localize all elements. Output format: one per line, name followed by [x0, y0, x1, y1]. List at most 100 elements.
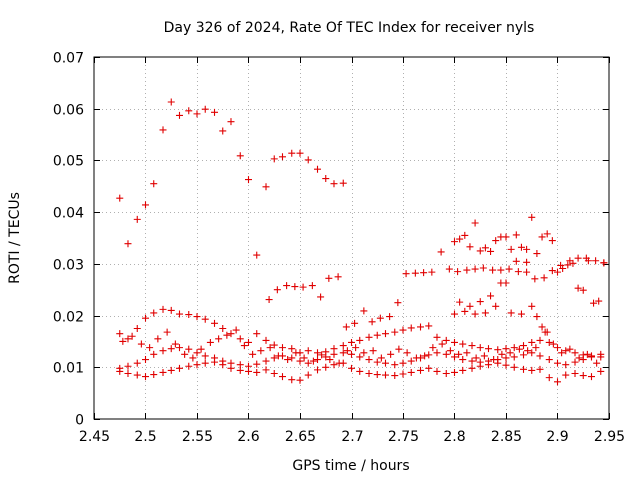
x-tick-label: 2.65: [285, 429, 316, 445]
data-point-marker: [339, 342, 347, 350]
data-point-marker: [554, 268, 561, 276]
data-point-marker: [304, 347, 312, 355]
data-point-marker: [262, 183, 270, 191]
data-point-marker: [538, 233, 546, 241]
data-point-marker: [515, 345, 523, 353]
data-point-marker: [322, 175, 330, 183]
data-point-marker: [142, 356, 149, 364]
data-point-marker: [566, 345, 574, 353]
data-point-marker: [468, 364, 476, 372]
data-point-marker: [479, 264, 487, 272]
data-point-marker: [339, 349, 347, 357]
data-point-marker: [492, 237, 500, 245]
data-point-marker: [476, 298, 484, 306]
data-point-marker: [278, 344, 286, 352]
data-point-marker: [597, 367, 605, 375]
data-point-marker: [425, 351, 433, 359]
data-point-marker: [543, 328, 551, 336]
data-point-marker: [381, 330, 389, 338]
data-point-marker: [454, 268, 462, 276]
data-point-marker: [403, 349, 411, 357]
y-tick-label: 0: [75, 413, 84, 429]
y-tick-label: 0.03: [53, 258, 84, 274]
chart-title: Day 326 of 2024, Rate Of TEC Index for r…: [164, 20, 535, 36]
data-point-marker: [520, 342, 528, 350]
data-point-marker: [211, 319, 219, 327]
data-point-marker: [318, 351, 326, 359]
data-point-marker: [593, 359, 601, 367]
data-point-marker: [574, 284, 582, 292]
data-point-marker: [442, 336, 450, 344]
data-point-marker: [330, 350, 338, 358]
data-point-marker: [167, 366, 175, 374]
data-point-marker: [265, 296, 273, 304]
data-point-marker: [278, 373, 286, 381]
data-point-marker: [456, 235, 464, 243]
data-point-marker: [417, 366, 425, 374]
data-point-marker: [407, 368, 415, 376]
x-tick-label: 2.95: [594, 429, 625, 445]
data-point-marker: [571, 358, 579, 366]
data-point-marker: [159, 347, 167, 355]
data-point-marker: [223, 331, 231, 339]
data-point-marker: [288, 345, 296, 353]
data-point-marker: [484, 361, 492, 369]
data-point-marker: [288, 149, 296, 157]
y-tick-label: 0.06: [53, 103, 84, 119]
data-point-marker: [236, 335, 244, 343]
data-point-marker: [299, 283, 307, 291]
x-tick-label: 2.9: [546, 429, 568, 445]
x-tick-label: 2.6: [237, 429, 259, 445]
axis-ticks: [94, 57, 610, 420]
data-point-marker: [468, 342, 476, 350]
data-point-marker: [273, 286, 281, 294]
data-point-marker: [472, 354, 480, 362]
x-tick-label: 2.5: [134, 429, 156, 445]
x-tick-label: 2.7: [341, 429, 363, 445]
data-point-marker: [471, 310, 479, 318]
data-point-marker: [545, 356, 553, 364]
data-point-marker: [461, 307, 469, 315]
data-point-marker: [545, 374, 553, 382]
data-point-marker: [314, 165, 322, 173]
data-point-marker: [167, 345, 175, 353]
data-point-marker: [150, 371, 158, 379]
data-point-marker: [175, 310, 183, 318]
data-point-marker: [438, 340, 446, 348]
data-point-marker: [236, 366, 244, 374]
data-point-marker: [373, 371, 381, 379]
data-point-marker: [579, 356, 587, 364]
series-high-arc: [116, 98, 347, 259]
data-point-marker: [512, 231, 520, 239]
data-point-marker: [201, 359, 209, 367]
data-point-marker: [549, 340, 557, 348]
y-tick-label: 0.01: [53, 361, 84, 377]
data-point-marker: [270, 354, 278, 362]
data-point-marker: [466, 243, 474, 251]
data-point-marker: [227, 118, 235, 126]
data-point-marker: [373, 358, 381, 366]
data-point-marker: [270, 369, 278, 377]
data-point-marker: [219, 361, 227, 369]
data-point-marker: [407, 357, 415, 365]
data-point-marker: [587, 353, 595, 361]
data-point-marker: [502, 361, 510, 369]
data-point-marker: [150, 350, 158, 358]
data-point-marker: [330, 180, 338, 188]
data-point-marker: [335, 359, 343, 367]
data-point-marker: [193, 361, 201, 369]
data-point-marker: [562, 361, 570, 369]
data-point-marker: [459, 356, 467, 364]
data-point-marker: [445, 265, 453, 273]
data-point-marker: [245, 176, 252, 184]
data-point-marker: [433, 333, 441, 341]
data-point-marker: [533, 313, 541, 321]
data-point-marker: [528, 213, 536, 221]
data-point-marker: [369, 347, 377, 355]
data-point-marker: [348, 364, 355, 372]
data-point-marker: [381, 359, 389, 367]
data-point-marker: [476, 344, 484, 352]
data-point-marker: [558, 349, 566, 357]
data-point-marker: [288, 354, 296, 362]
data-point-marker: [159, 305, 167, 313]
